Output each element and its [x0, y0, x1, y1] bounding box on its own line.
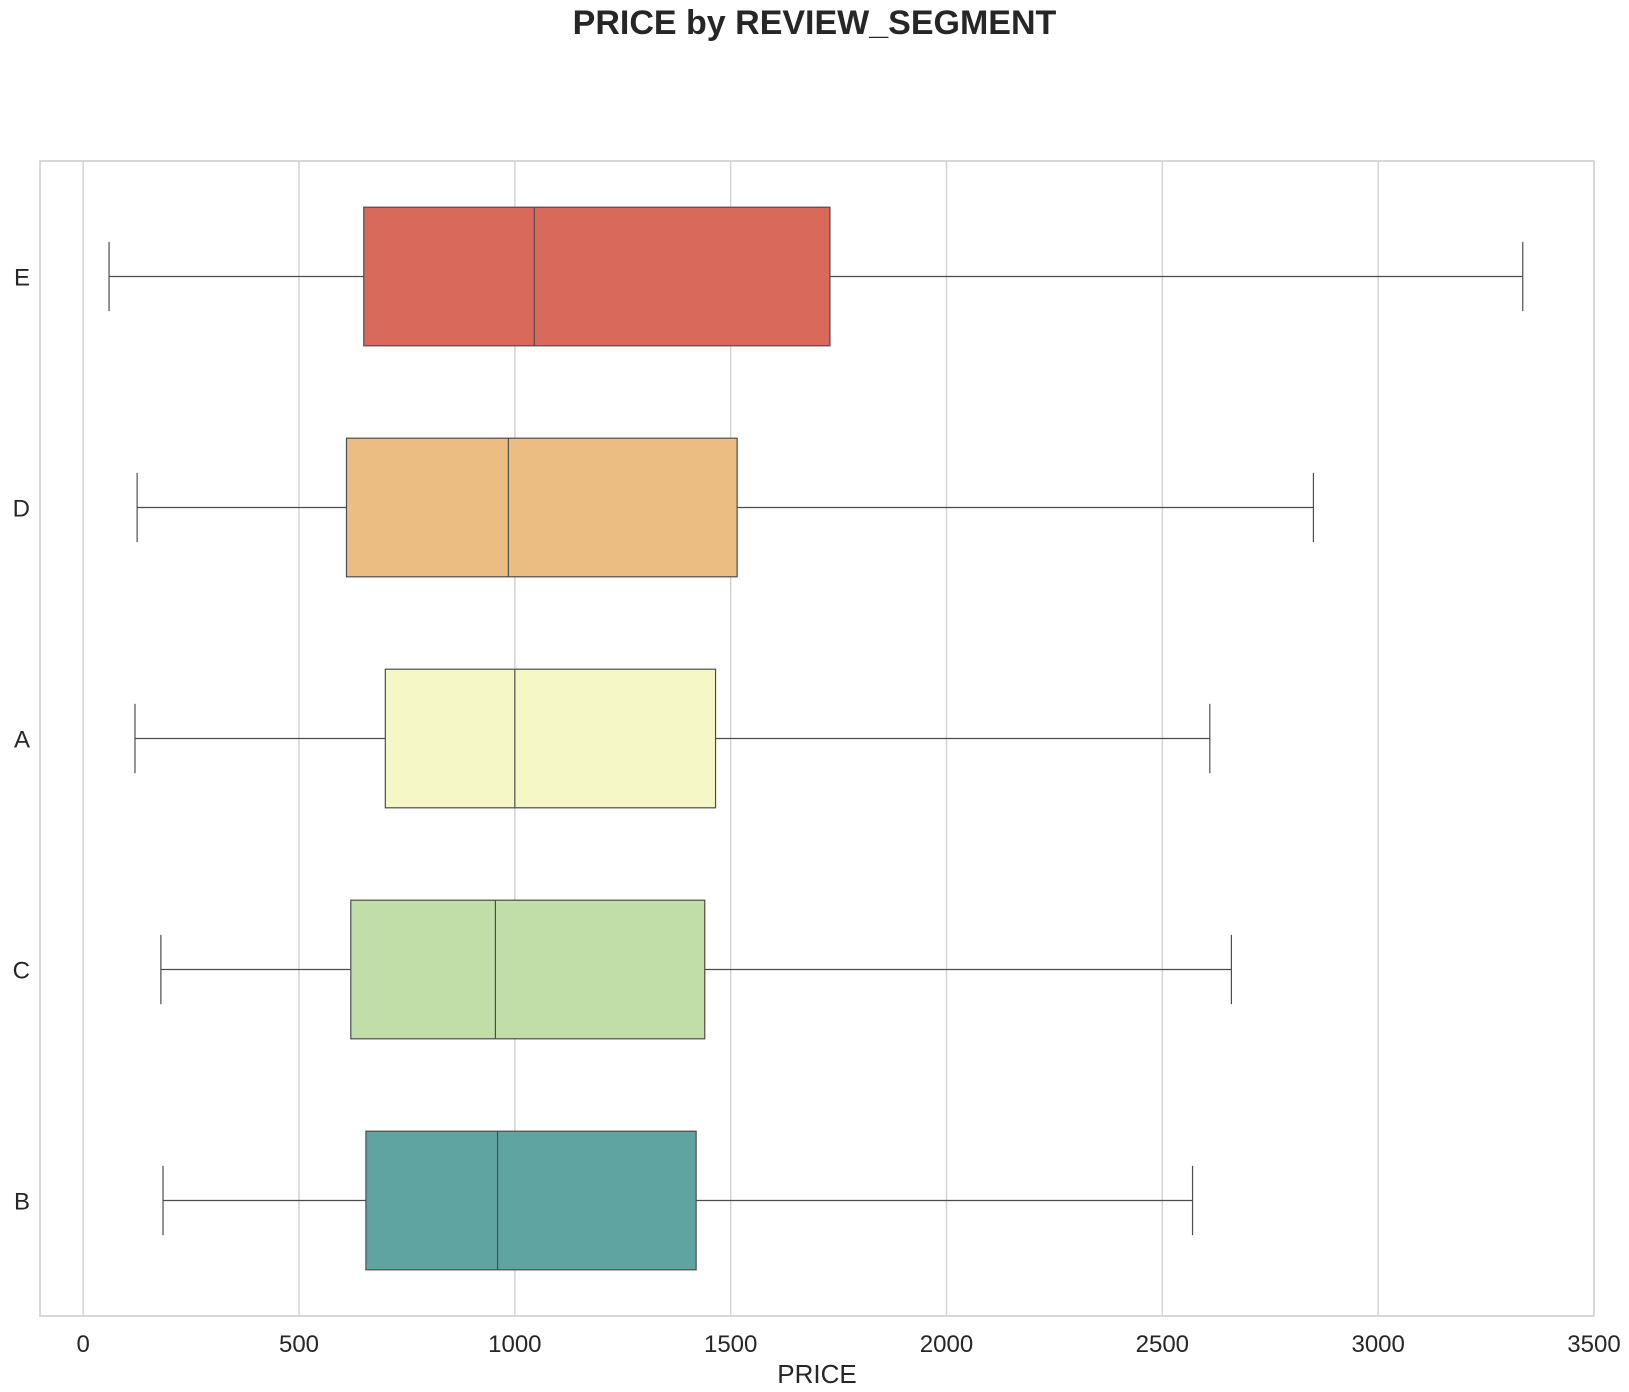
y-tick-label: E — [14, 265, 30, 292]
iqr-box — [345, 437, 738, 578]
x-axis-label: PRICE — [777, 1359, 856, 1389]
box-E — [108, 206, 1524, 347]
x-tick-label: 0 — [76, 1331, 89, 1358]
iqr-box — [363, 206, 831, 347]
x-tick-label: 1000 — [488, 1331, 541, 1358]
boxes-layer — [108, 206, 1524, 1271]
iqr-box — [384, 668, 717, 809]
x-tick-label: 2500 — [1136, 1331, 1189, 1358]
iqr-box — [350, 899, 706, 1040]
y-tick-label: B — [14, 1189, 30, 1216]
x-tick-label: 1500 — [704, 1331, 757, 1358]
chart-title: PRICE by REVIEW_SEGMENT — [572, 4, 1057, 42]
y-tick-labels: E D A C B — [13, 265, 30, 1216]
box-D — [136, 437, 1315, 578]
box-A — [134, 668, 1211, 809]
x-tick-labels: 0 500 1000 1500 2000 2500 3000 3500 — [76, 1331, 1620, 1358]
y-tick-label: D — [13, 496, 30, 523]
box-B — [162, 1130, 1194, 1271]
y-tick-label: C — [13, 958, 30, 985]
box-C — [160, 899, 1233, 1040]
x-tick-label: 2000 — [920, 1331, 973, 1358]
iqr-box — [365, 1130, 697, 1271]
y-tick-label: A — [14, 727, 30, 754]
x-tick-label: 500 — [279, 1331, 319, 1358]
x-tick-label: 3000 — [1351, 1331, 1404, 1358]
x-tick-label: 3500 — [1567, 1331, 1620, 1358]
